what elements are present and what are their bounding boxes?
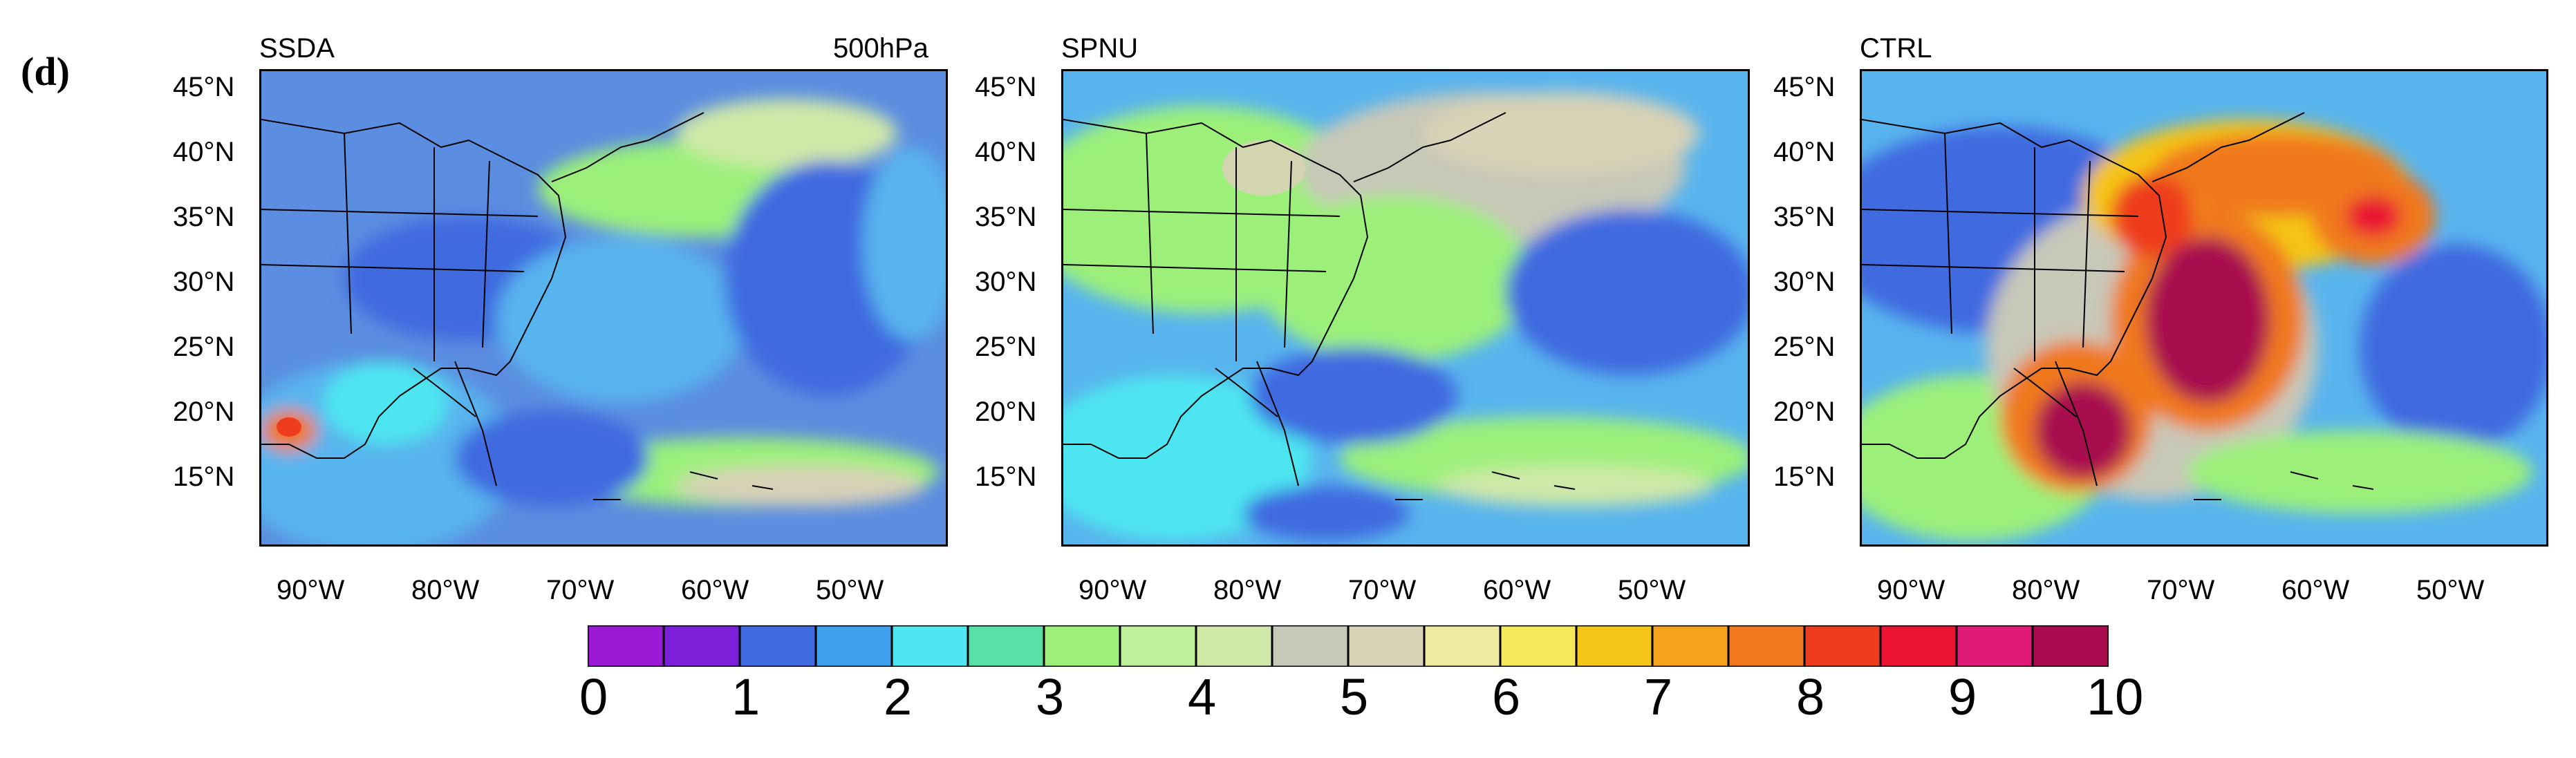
colorbar-swatch [1575,625,1654,667]
figure-label: (d) [21,49,70,94]
lat-tick-45-p2: 45°N [975,72,1037,102]
lon-tick-80-p2: 80°W [1213,575,1282,605]
colorbar-label-8: 8 [1796,668,1825,726]
map-ssda [259,69,948,547]
lat-tick-15-p3: 15°N [1773,462,1836,492]
lat-tick-20-p1: 20°N [173,397,235,427]
panel-title-ctrl: CTRL [1860,33,1932,64]
colorbar-label-1: 1 [731,668,760,726]
lon-tick-70-p1: 70°W [546,575,615,605]
colorbar-label-4: 4 [1188,668,1217,726]
colorbar [588,625,2109,667]
colorbar-label-3: 3 [1036,668,1065,726]
lon-tick-70-p3: 70°W [2147,575,2215,605]
lon-tick-50-p2: 50°W [1618,575,1686,605]
colorbar-swatch [890,625,969,667]
lat-tick-35-p2: 35°N [975,202,1037,232]
lat-tick-40-p3: 40°N [1773,137,1836,167]
colorbar-swatch [967,625,1045,667]
lat-tick-35-p1: 35°N [173,202,235,232]
lat-tick-30-p2: 30°N [975,267,1037,297]
lon-tick-50-p3: 50°W [2416,575,2485,605]
lat-tick-20-p2: 20°N [975,397,1037,427]
colorbar-swatch [588,625,665,667]
lon-tick-50-p1: 50°W [816,575,884,605]
lon-tick-80-p1: 80°W [411,575,480,605]
colorbar-swatch [1651,625,1730,667]
map-ctrl [1860,69,2548,547]
colorbar-swatch [814,625,893,667]
lat-tick-45-p1: 45°N [173,72,235,102]
lon-tick-90-p1: 90°W [277,575,345,605]
colorbar-label-2: 2 [884,668,913,726]
colorbar-label-0: 0 [579,668,608,726]
lat-tick-45-p3: 45°N [1773,72,1836,102]
colorbar-swatch [1423,625,1502,667]
lon-tick-60-p2: 60°W [1483,575,1551,605]
lon-tick-90-p2: 90°W [1079,575,1147,605]
lat-tick-35-p3: 35°N [1773,202,1836,232]
lat-tick-30-p3: 30°N [1773,267,1836,297]
colorbar-swatch [1347,625,1426,667]
lat-tick-25-p3: 25°N [1773,332,1836,362]
colorbar-label-7: 7 [1644,668,1673,726]
lon-tick-90-p3: 90°W [1877,575,1945,605]
colorbar-label-6: 6 [1492,668,1521,726]
lat-tick-20-p3: 20°N [1773,397,1836,427]
colorbar-label-10: 10 [2087,668,2144,726]
panel-title-ssda: SSDA [259,33,335,64]
panel-title-spnu: SPNU [1061,33,1139,64]
colorbar-swatch [1119,625,1197,667]
panel-level-label: 500hPa [833,33,928,64]
map-spnu [1061,69,1750,547]
lon-tick-70-p2: 70°W [1348,575,1417,605]
colorbar-swatch [1499,625,1578,667]
colorbar-swatch [662,625,741,667]
colorbar-label-5: 5 [1340,668,1369,726]
colorbar-label-9: 9 [1948,668,1977,726]
lon-tick-60-p3: 60°W [2281,575,2350,605]
colorbar-swatch [1803,625,1882,667]
lat-tick-25-p1: 25°N [173,332,235,362]
lat-tick-25-p2: 25°N [975,332,1037,362]
colorbar-swatch [1879,625,1958,667]
lat-tick-40-p1: 40°N [173,137,235,167]
colorbar-swatch [1955,625,2034,667]
colorbar-swatch [2031,625,2109,667]
lon-tick-60-p1: 60°W [681,575,749,605]
colorbar-swatch [1043,625,1121,667]
colorbar-swatch [1271,625,1350,667]
lat-tick-15-p1: 15°N [173,462,235,492]
lat-tick-15-p2: 15°N [975,462,1037,492]
colorbar-swatch [738,625,817,667]
lat-tick-30-p1: 30°N [173,267,235,297]
colorbar-swatch [1195,625,1273,667]
lon-tick-80-p3: 80°W [2012,575,2080,605]
colorbar-swatch [1727,625,1806,667]
lat-tick-40-p2: 40°N [975,137,1037,167]
